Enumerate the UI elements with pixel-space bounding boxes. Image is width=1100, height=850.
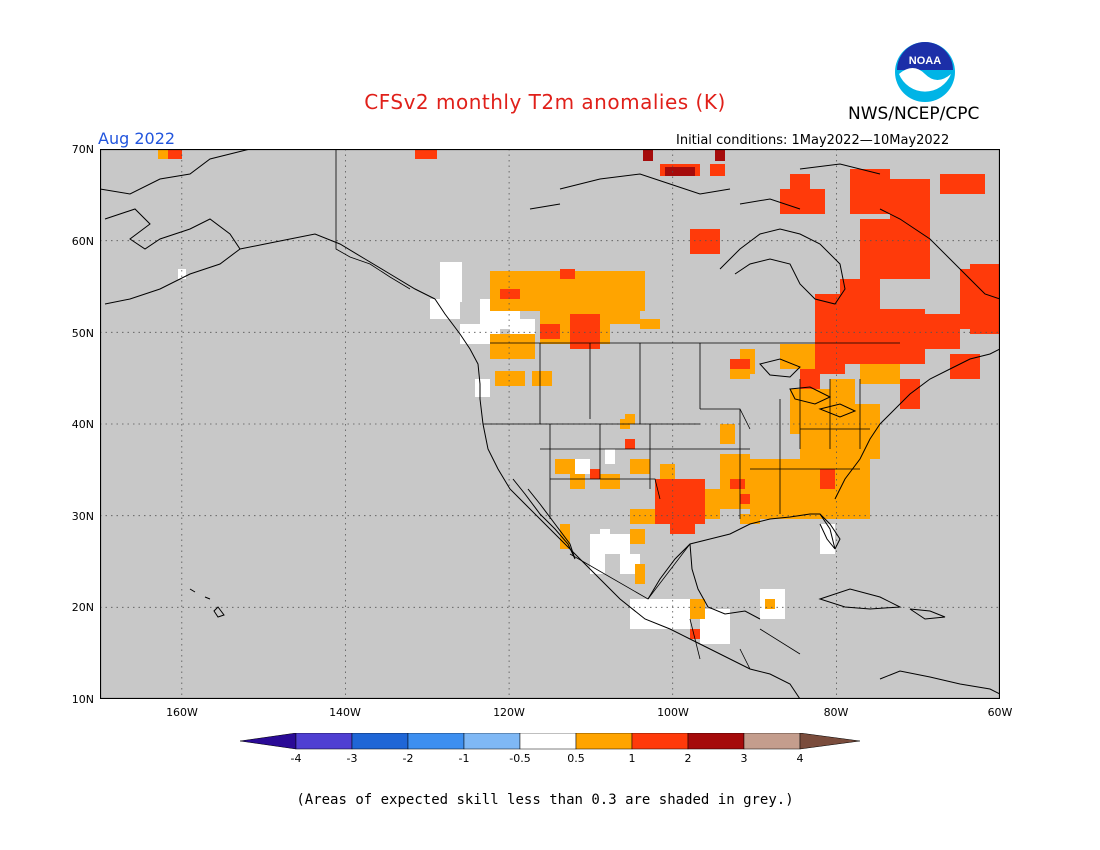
colorbar-tick: 4 bbox=[796, 752, 804, 765]
noaa-logo-text: NOAA bbox=[909, 55, 941, 67]
lon-label: 120W bbox=[493, 706, 525, 719]
colorbar-cell bbox=[575, 733, 633, 750]
coastlines bbox=[100, 149, 1000, 699]
lat-label: 60N bbox=[71, 235, 94, 248]
colorbar-tick: 0.5 bbox=[567, 752, 585, 765]
colorbar-tick: -0.5 bbox=[509, 752, 531, 765]
lon-label: 60W bbox=[987, 706, 1013, 719]
colorbar-cell bbox=[687, 733, 745, 750]
colorbar-tick: -1 bbox=[458, 752, 470, 765]
colorbar bbox=[240, 733, 861, 750]
lat-label: 20N bbox=[71, 601, 94, 614]
initial-conditions-label: Initial conditions: 1May2022—10May2022 bbox=[676, 133, 950, 148]
lon-label: 160W bbox=[166, 706, 198, 719]
colorbar-tick: 3 bbox=[740, 752, 748, 765]
colorbar-tick: -2 bbox=[402, 752, 414, 765]
colorbar-tick: -4 bbox=[290, 752, 302, 765]
lon-label: 140W bbox=[329, 706, 361, 719]
colorbar-cell bbox=[407, 733, 465, 750]
agency-label: NWS/NCEP/CPC bbox=[848, 104, 980, 124]
colorbar-cell bbox=[743, 733, 801, 750]
colorbar-tick: 2 bbox=[684, 752, 692, 765]
colorbar-cell bbox=[295, 733, 353, 750]
anomaly-map bbox=[100, 149, 1000, 699]
colorbar-cell bbox=[240, 733, 297, 750]
lon-label: 80W bbox=[823, 706, 849, 719]
colorbar-tick: 1 bbox=[628, 752, 636, 765]
colorbar-cell bbox=[799, 733, 861, 750]
political-borders bbox=[335, 149, 900, 670]
colorbar-cell bbox=[631, 733, 689, 750]
colorbar-tick: -3 bbox=[346, 752, 358, 765]
colorbar-cell bbox=[463, 733, 521, 750]
lon-label: 100W bbox=[657, 706, 689, 719]
colorbar-cell bbox=[351, 733, 409, 750]
noaa-logo: NOAA bbox=[895, 42, 955, 102]
skill-note: (Areas of expected skill less than 0.3 a… bbox=[296, 792, 794, 808]
lat-label: 50N bbox=[71, 327, 94, 340]
target-month-label: Aug 2022 bbox=[98, 129, 176, 148]
lat-label: 70N bbox=[71, 143, 94, 156]
lat-label: 40N bbox=[71, 418, 94, 431]
chart-title: CFSv2 monthly T2m anomalies (K) bbox=[364, 90, 726, 114]
lat-label: 10N bbox=[71, 693, 94, 706]
map-frame bbox=[100, 149, 1000, 699]
lat-label: 30N bbox=[71, 510, 94, 523]
colorbar-cell bbox=[519, 733, 577, 750]
